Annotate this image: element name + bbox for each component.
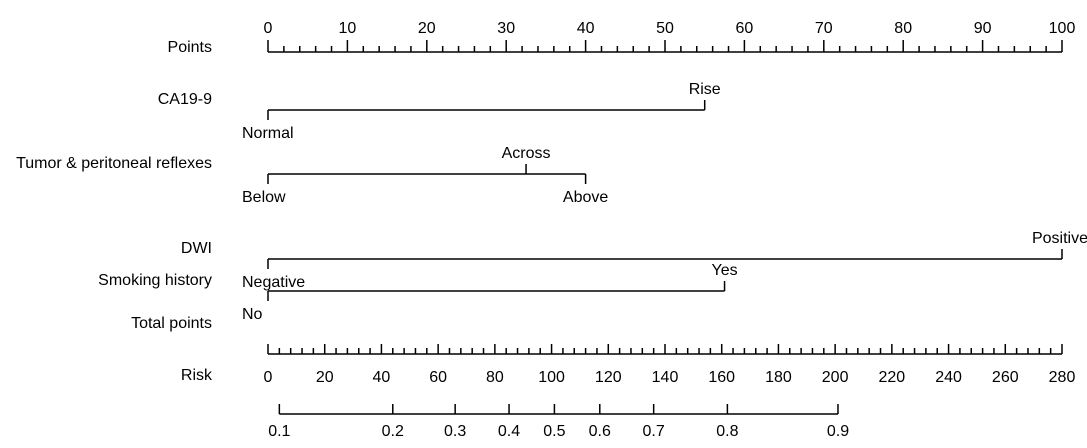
points-tick-label: 80 xyxy=(894,20,912,37)
total-tick-label: 280 xyxy=(1049,369,1076,386)
points-tick-label: 60 xyxy=(736,20,754,37)
variable-label-4: Smoking history xyxy=(98,272,212,289)
level-label: Rise xyxy=(689,81,721,98)
level-label: Across xyxy=(502,145,551,162)
total-tick-label: 0 xyxy=(264,369,273,386)
total-tick-label: 40 xyxy=(373,369,391,386)
total-tick-label: 160 xyxy=(708,369,735,386)
total-tick-label: 220 xyxy=(879,369,906,386)
variable-label-2: Tumor & peritoneal reflexes xyxy=(16,155,212,172)
risk-tick-label: 0.8 xyxy=(716,423,738,440)
risk-tick-label: 0.7 xyxy=(643,423,665,440)
points-axis-label: Points xyxy=(168,39,212,56)
total-tick-label: 100 xyxy=(538,369,565,386)
total-tick-label: 80 xyxy=(486,369,504,386)
total-tick-label: 60 xyxy=(429,369,447,386)
level-label: Negative xyxy=(242,274,305,291)
points-tick-label: 20 xyxy=(418,20,436,37)
points-tick-label: 30 xyxy=(497,20,515,37)
total-tick-label: 140 xyxy=(652,369,679,386)
points-tick-label: 50 xyxy=(656,20,674,37)
level-label: Below xyxy=(242,189,286,206)
points-tick-label: 70 xyxy=(815,20,833,37)
points-tick-label: 0 xyxy=(264,20,273,37)
points-tick-label: 40 xyxy=(577,20,595,37)
total-points-axis-label: Total points xyxy=(131,315,212,332)
level-label: Normal xyxy=(242,125,294,142)
level-label: Above xyxy=(563,189,608,206)
risk-tick-label: 0.4 xyxy=(498,423,520,440)
risk-tick-label: 0.3 xyxy=(444,423,466,440)
total-tick-label: 20 xyxy=(316,369,334,386)
risk-tick-label: 0.1 xyxy=(268,423,290,440)
points-tick-label: 10 xyxy=(339,20,357,37)
risk-tick-label: 0.2 xyxy=(382,423,404,440)
total-tick-label: 200 xyxy=(822,369,849,386)
risk-tick-label: 0.6 xyxy=(589,423,611,440)
total-tick-label: 180 xyxy=(765,369,792,386)
level-label: No xyxy=(242,306,263,323)
risk-tick-label: 0.9 xyxy=(827,423,849,440)
total-tick-label: 260 xyxy=(992,369,1019,386)
total-tick-label: 120 xyxy=(595,369,622,386)
points-tick-label: 100 xyxy=(1049,20,1076,37)
risk-tick-label: 0.5 xyxy=(543,423,565,440)
total-tick-label: 240 xyxy=(935,369,962,386)
variable-label-1: CA19-9 xyxy=(158,91,212,108)
level-label: Positive xyxy=(1032,230,1087,247)
points-tick-label: 90 xyxy=(974,20,992,37)
risk-axis-label: Risk xyxy=(181,367,213,384)
level-label: Yes xyxy=(711,262,737,279)
variable-label-3: DWI xyxy=(181,240,212,257)
